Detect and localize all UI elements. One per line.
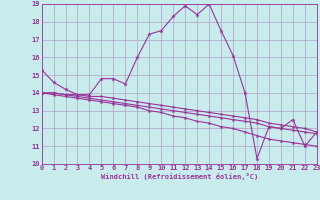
X-axis label: Windchill (Refroidissement éolien,°C): Windchill (Refroidissement éolien,°C) xyxy=(100,173,258,180)
